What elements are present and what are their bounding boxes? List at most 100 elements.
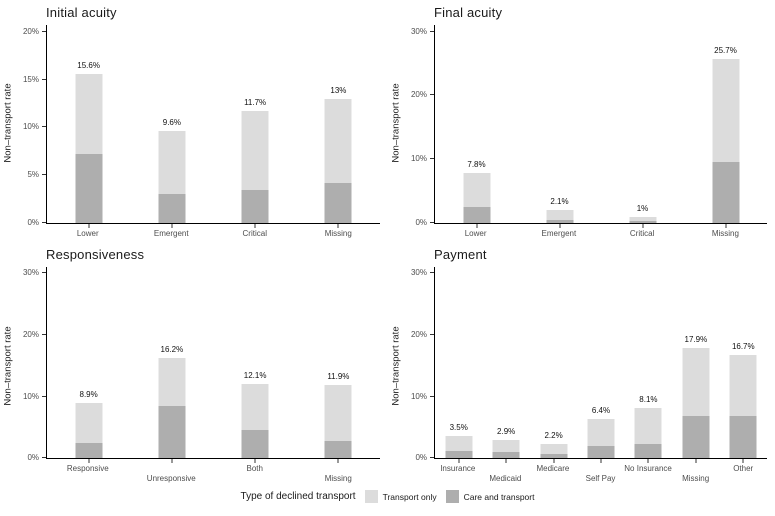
x-tick-mark-icon	[88, 459, 90, 463]
bar	[629, 216, 656, 223]
y-tick-mark-icon	[430, 94, 434, 96]
y-tick-label: 30%	[410, 26, 427, 36]
bar-segment-care-and-transport	[492, 452, 520, 458]
y-tick-mark-icon	[42, 30, 46, 32]
x-category-label: Self Pay	[585, 474, 616, 483]
x-category-label: Other	[733, 464, 754, 473]
bar-total-label: 16.2%	[160, 345, 184, 355]
y-tick-mark-icon	[430, 222, 434, 223]
y-tick-label: 5%	[27, 170, 39, 180]
y-tick-mark-icon	[42, 222, 46, 223]
y-tick-mark-icon	[430, 333, 434, 335]
plot-row: Non–transport rate 0% 10% 20% 30% 8.9% 16.2%…	[0, 267, 380, 487]
bar-total-label: 11.9%	[327, 371, 350, 381]
y-tick-label: 20%	[410, 329, 427, 339]
y-axis: 0% 5% 10% 15% 20%	[16, 25, 46, 227]
y-axis-title-text: Non–transport rate	[390, 82, 402, 163]
x-category-label: Emergent	[153, 229, 189, 238]
plot-column: 15.6% 9.6% 11.7% 13% Lower Emergent Critical M…	[46, 25, 380, 242]
bar-segment-care-and-transport	[241, 190, 269, 223]
panel-title: Responsiveness	[46, 247, 145, 262]
plot-row: Non–transport rate 0% 10% 20% 30% 7.8% 2.1% 1…	[388, 25, 767, 242]
x-tick-mark-icon	[600, 459, 602, 463]
y-tick-mark-icon	[430, 395, 434, 397]
bar-segment-care-and-transport	[75, 443, 103, 458]
x-tick-mark-icon	[254, 224, 256, 228]
bar	[324, 384, 352, 458]
y-tick-label: 10%	[410, 391, 427, 401]
bar-segment-transport-only	[629, 216, 656, 222]
y-tick-label: 0%	[27, 453, 39, 462]
x-tick-mark-icon	[725, 224, 726, 228]
y-tick-mark-icon	[42, 395, 46, 397]
bar-total-label: 1%	[636, 203, 649, 213]
bar-total-label: 11.7%	[244, 98, 267, 108]
y-tick-label: 20%	[410, 90, 427, 100]
bar-segment-care-and-transport	[445, 450, 473, 458]
panel-title: Initial acuity	[46, 5, 117, 20]
bar-segment-transport-only	[445, 436, 473, 451]
x-tick-mark-icon	[171, 459, 173, 463]
bar	[540, 444, 568, 458]
y-tick-mark-icon	[42, 457, 46, 458]
bar-segment-transport-only	[540, 444, 568, 454]
legend-swatch-care-and-transport-icon	[445, 490, 459, 503]
y-axis: 0% 10% 20% 30%	[404, 25, 434, 227]
bar-total-label: 8.1%	[639, 395, 658, 405]
plot-area: 8.9% 16.2% 12.1% 11.9%	[46, 267, 380, 463]
y-tick-mark-icon	[42, 174, 46, 176]
plot-row: Non–transport rate 0% 10% 20% 30% 3.5% 2.9% 2…	[388, 267, 767, 487]
bar	[492, 440, 520, 458]
x-category-label: Unresponsive	[146, 474, 196, 483]
panel-responsiveness: Responsiveness Non–transport rate 0% 10% 2…	[0, 242, 388, 487]
bar-segment-care-and-transport	[546, 219, 573, 223]
y-tick-mark-icon	[42, 126, 46, 128]
x-category-label: No Insurance	[624, 464, 672, 473]
y-axis-title: Non–transport rate	[0, 267, 16, 487]
x-category-label: Medicaid	[489, 474, 522, 483]
x-category-label: Missing	[324, 474, 352, 483]
bar-total-label: 17.9%	[684, 334, 708, 344]
y-axis-title-text: Non–transport rate	[2, 326, 14, 406]
plot-row: Non–transport rate 0% 5% 10% 15% 20% 15.6% 9.…	[0, 25, 380, 242]
plot-column: 7.8% 2.1% 1% 25.7% Lower Emergent Critical Mis…	[434, 25, 767, 242]
bar-total-label: 12.1%	[243, 370, 267, 380]
bar-total-label: 2.1%	[550, 196, 569, 206]
panel-final-acuity: Final acuity Non–transport rate 0% 10% 20%…	[388, 0, 775, 242]
bar-segment-care-and-transport	[587, 445, 615, 458]
y-tick-mark-icon	[42, 272, 46, 274]
bar	[634, 408, 662, 458]
bar	[158, 131, 186, 223]
x-tick-mark-icon	[254, 459, 256, 463]
bar	[712, 59, 739, 223]
x-category-label: Insurance	[440, 464, 476, 473]
y-tick-mark-icon	[430, 158, 434, 160]
panel-grid: Initial acuity Non–transport rate 0% 5% 10…	[0, 0, 775, 487]
y-axis-title-text: Non–transport rate	[390, 326, 402, 406]
bar-segment-care-and-transport	[682, 416, 710, 458]
bar-total-label: 25.7%	[714, 46, 737, 56]
bar-segment-transport-only	[463, 173, 490, 208]
x-tick-mark-icon	[559, 224, 560, 228]
x-category-label: Responsive	[66, 464, 109, 473]
y-axis: 0% 10% 20% 30%	[404, 267, 434, 462]
bar-segment-transport-only	[324, 384, 352, 441]
x-category-label: Lower	[464, 229, 487, 238]
bar-segment-transport-only	[634, 408, 662, 444]
bar	[241, 383, 269, 458]
y-tick-mark-icon	[42, 78, 46, 80]
x-tick-mark-icon	[647, 459, 649, 463]
bar-segment-care-and-transport	[629, 221, 656, 223]
y-axis-title: Non–transport rate	[388, 267, 404, 487]
bar	[587, 418, 615, 458]
bar-segment-care-and-transport	[540, 453, 568, 458]
x-tick-mark-icon	[88, 224, 90, 228]
panel-title: Payment	[434, 247, 487, 262]
legend-label: Care and transport	[463, 491, 535, 502]
bar-segment-transport-only	[546, 209, 573, 220]
x-tick-mark-icon	[742, 459, 744, 463]
plot-column: 8.9% 16.2% 12.1% 11.9% Responsive Unresponsi…	[46, 267, 380, 487]
bar-segment-transport-only	[241, 383, 269, 431]
bar-segment-transport-only	[587, 418, 615, 446]
x-category-label: Both	[246, 464, 263, 473]
